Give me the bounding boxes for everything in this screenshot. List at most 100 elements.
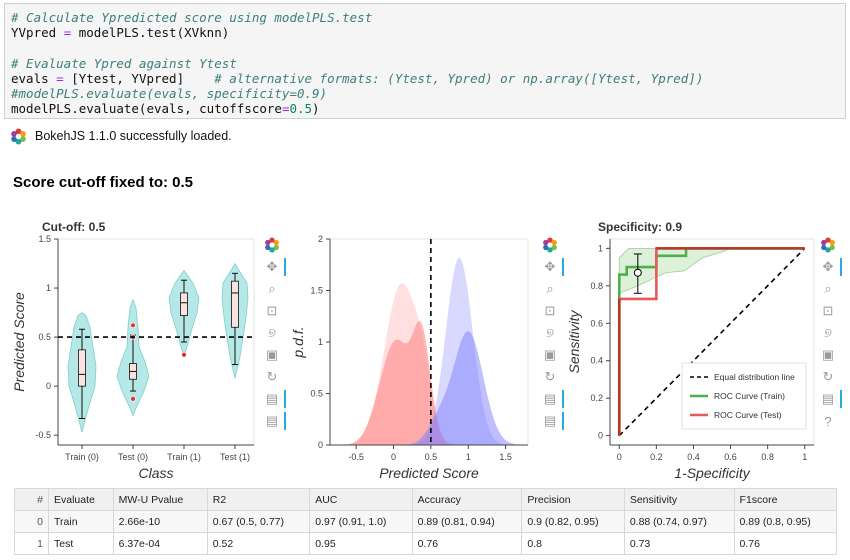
- zoom-icon[interactable]: ⊡: [266, 303, 278, 318]
- box-zoom-icon[interactable]: ⌕: [546, 281, 554, 296]
- y-tick-label: 1: [598, 243, 603, 253]
- bokeh-logo-icon[interactable]: [818, 234, 838, 256]
- table-cell: 6.37e-04: [112, 532, 208, 555]
- y-axis-label: p.d.f.: [290, 326, 306, 358]
- y-tick-label: 1: [46, 283, 51, 293]
- table-cell: 0.76: [411, 532, 523, 555]
- hover-icon[interactable]: ▤: [818, 388, 842, 410]
- code-text: evals: [11, 70, 57, 86]
- x-tick-label: 0.4: [687, 452, 700, 462]
- box: [231, 280, 239, 328]
- code-text: modelPLS.test(XVknn): [71, 25, 230, 41]
- table-cell: 0.89 (0.81, 0.94): [411, 510, 523, 533]
- active-tool-indicator: [562, 258, 564, 276]
- code-text: [Ytest, YVpred]: [63, 70, 215, 86]
- code-text: modelPLS.evaluate(evals, cutoffscore: [11, 101, 282, 117]
- code-text: ): [312, 101, 320, 117]
- cutoff-heading: Score cut-off fixed to: 0.5: [13, 174, 194, 191]
- bokeh-status: BokehJS 1.1.0 successfully loaded.: [10, 126, 232, 146]
- table-row: 0 Train 2.66e-10 0.67 (0.5, 0.77) 0.97 (0.91…: [14, 510, 838, 533]
- pan-icon[interactable]: ✥: [262, 256, 286, 278]
- zoom-icon[interactable]: ⊡: [544, 303, 556, 318]
- bokeh-logo-icon[interactable]: [262, 234, 282, 256]
- column-header: MW-U Pvalue: [112, 488, 208, 511]
- density-test-0: [330, 320, 528, 445]
- box-zoom-icon[interactable]: ⌕: [824, 281, 832, 296]
- table-cell: 0.95: [309, 532, 413, 555]
- code-operator: =: [56, 70, 64, 86]
- x-tick-label: Train (1): [167, 452, 201, 462]
- hover-icon[interactable]: ▤: [540, 388, 564, 410]
- pdf-plot[interactable]: 0 0.5 1 1.5 2 -0.5 0 0.5 1 1.5 Predicted Score p.d.…: [290, 215, 530, 485]
- y-tick-label: 0.8: [590, 281, 603, 291]
- lasso-icon[interactable]: ୭: [546, 325, 554, 340]
- table-cell: 0: [14, 510, 49, 533]
- table-cell: 2.66e-10: [112, 510, 208, 533]
- violin-svg[interactable]: Cut-off: 0.5 -0.5 0 0.5 1 1.5 Train (0) Test (0…: [8, 215, 258, 485]
- y-tick-label: 0.4: [590, 356, 603, 366]
- reset-icon[interactable]: ↻: [266, 369, 278, 384]
- bokeh-status-text: BokehJS 1.1.0 successfully loaded.: [35, 129, 232, 143]
- y-tick-label: 0: [46, 381, 51, 391]
- column-header: Evaluate: [48, 488, 114, 511]
- evaluation-table: # Evaluate MW-U Pvalue R2 AUC Accuracy Precisi…: [14, 488, 838, 555]
- x-tick-label: 1: [802, 452, 807, 462]
- pan-icon[interactable]: ✥: [540, 256, 564, 278]
- plot-title: Cut-off: 0.5: [42, 220, 106, 234]
- roc-curve-overlap: [617, 247, 805, 436]
- violin-plot[interactable]: Cut-off: 0.5 -0.5 0 0.5 1 1.5 Train (0) Test (0…: [8, 215, 258, 485]
- x-tick-label: 0.6: [724, 452, 737, 462]
- pan-icon[interactable]: ✥: [818, 256, 842, 278]
- table-cell: 1: [14, 532, 49, 555]
- code-operator: =: [281, 101, 290, 117]
- reset-icon[interactable]: ↻: [544, 369, 556, 384]
- x-tick-label: Test (0): [118, 452, 148, 462]
- legend-label: ROC Curve (Train): [714, 391, 785, 401]
- pdf-svg[interactable]: 0 0.5 1 1.5 2 -0.5 0 0.5 1 1.5 Predicted Score p.d.…: [290, 215, 530, 485]
- bokeh-logo-icon: [11, 128, 26, 144]
- roc-svg[interactable]: Specificity: 0.9 0 0 0.2 0.2 0.4 0.4 0.6 0.6 0.8 0…: [566, 215, 816, 485]
- hover-icon[interactable]: ▤: [540, 410, 564, 432]
- x-tick-label: 0.2: [650, 452, 663, 462]
- equal-distribution-line: [618, 247, 806, 437]
- lasso-icon[interactable]: ୭: [268, 325, 276, 340]
- box-zoom-icon[interactable]: ⌕: [268, 281, 276, 296]
- y-tick-label: -0.5: [35, 430, 51, 440]
- operating-point: [633, 268, 642, 277]
- help-icon[interactable]: ?: [824, 413, 832, 429]
- hover-icon[interactable]: ▤: [262, 410, 286, 432]
- save-icon[interactable]: ▣: [543, 347, 557, 362]
- active-tool-indicator: [284, 390, 286, 408]
- y-tick-label: 0: [598, 431, 603, 441]
- bokeh-logo-icon[interactable]: [540, 234, 560, 256]
- x-tick-label: 1.5: [499, 452, 512, 462]
- y-tick-label: 1.5: [38, 234, 51, 244]
- x-tick-label: Train (0): [65, 452, 99, 462]
- lasso-icon[interactable]: ୭: [824, 325, 832, 340]
- x-tick-label: Test (1): [220, 452, 250, 462]
- outlier-point: [130, 396, 136, 402]
- table-cell: 0.9 (0.82, 0.95): [521, 510, 625, 533]
- density-test-1: [330, 331, 528, 445]
- y-tick-label: 1: [318, 337, 323, 347]
- code-comment: # Evaluate Ypred against Ytest: [11, 55, 237, 71]
- table-cell: 0.67 (0.5, 0.77): [206, 510, 311, 533]
- column-header: F1score: [733, 488, 838, 511]
- hover-icon[interactable]: ▤: [262, 388, 286, 410]
- y-tick-label: 2: [318, 234, 323, 244]
- code-cell[interactable]: # Calculate Ypredicted score using model…: [4, 3, 846, 119]
- active-tool-indicator: [284, 258, 286, 276]
- box: [78, 349, 86, 387]
- save-icon[interactable]: ▣: [821, 347, 835, 362]
- active-tool-indicator: [840, 258, 842, 276]
- y-tick-label: 0.2: [590, 393, 603, 403]
- y-tick-label: 0: [318, 440, 323, 450]
- legend-label: ROC Curve (Test): [714, 410, 782, 420]
- save-icon[interactable]: ▣: [265, 347, 279, 362]
- outlier-point: [181, 352, 187, 358]
- zoom-icon[interactable]: ⊡: [822, 303, 834, 318]
- active-tool-indicator: [562, 390, 564, 408]
- reset-icon[interactable]: ↻: [822, 369, 834, 384]
- roc-plot[interactable]: Specificity: 0.9 0 0 0.2 0.2 0.4 0.4 0.6 0.6 0.8 0…: [566, 215, 816, 485]
